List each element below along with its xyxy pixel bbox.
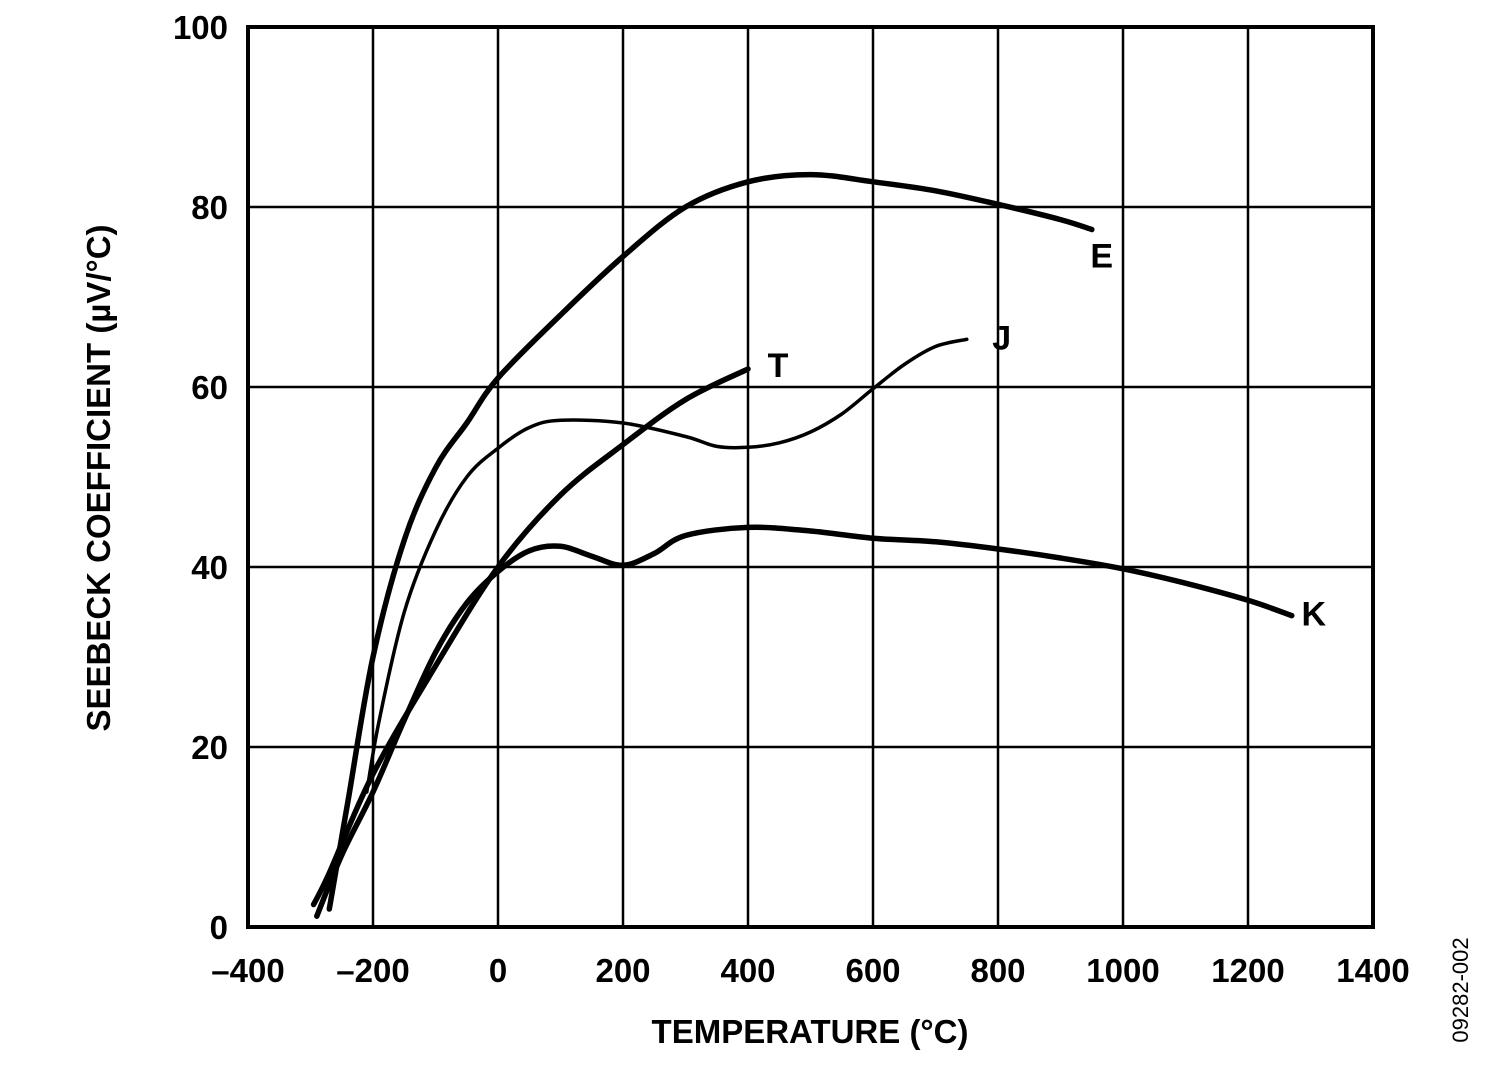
figure-id: 09282-002: [1448, 937, 1473, 1042]
series-label-e: E: [1090, 238, 1113, 276]
y-tick-label: 40: [191, 549, 228, 586]
series-label-k: K: [1301, 596, 1326, 634]
series-labels: E J T K: [768, 238, 1327, 634]
y-tick-label: 60: [191, 369, 228, 406]
x-tick-label: 400: [720, 952, 775, 989]
y-tick-label: 20: [191, 729, 228, 766]
series-line-e: [326, 171, 1095, 912]
plot-frame: [246, 25, 1375, 929]
y-tick-labels: 0 20 40 60 80 100: [173, 9, 228, 946]
x-tick-label: 200: [595, 952, 650, 989]
grid: [246, 25, 1375, 929]
y-tick-label: 100: [173, 9, 228, 46]
series-label-t: T: [768, 347, 789, 385]
x-tick-label: 1400: [1336, 952, 1409, 989]
x-tick-label: 1200: [1211, 952, 1284, 989]
x-tick-label: 0: [489, 952, 507, 989]
x-tick-label: 800: [970, 952, 1025, 989]
x-tick-label: 1000: [1086, 952, 1159, 989]
x-tick-labels: –400 –200 0 200 400 600 800 1000 1200 1400: [211, 952, 1409, 989]
x-tick-label: 600: [845, 952, 900, 989]
series-line-k: [314, 524, 1295, 919]
y-axis-title: SEEBECK COEFFICIENT (µV/°C): [80, 224, 117, 731]
x-tick-label: –200: [336, 952, 409, 989]
series-label-j: J: [992, 319, 1011, 357]
x-tick-label: –400: [211, 952, 284, 989]
series-line-j: [365, 337, 969, 794]
x-axis-title: TEMPERATURE (°C): [652, 1013, 969, 1050]
series-group: [310, 171, 1295, 919]
y-tick-label: 80: [191, 189, 228, 226]
y-tick-label: 0: [210, 909, 228, 946]
